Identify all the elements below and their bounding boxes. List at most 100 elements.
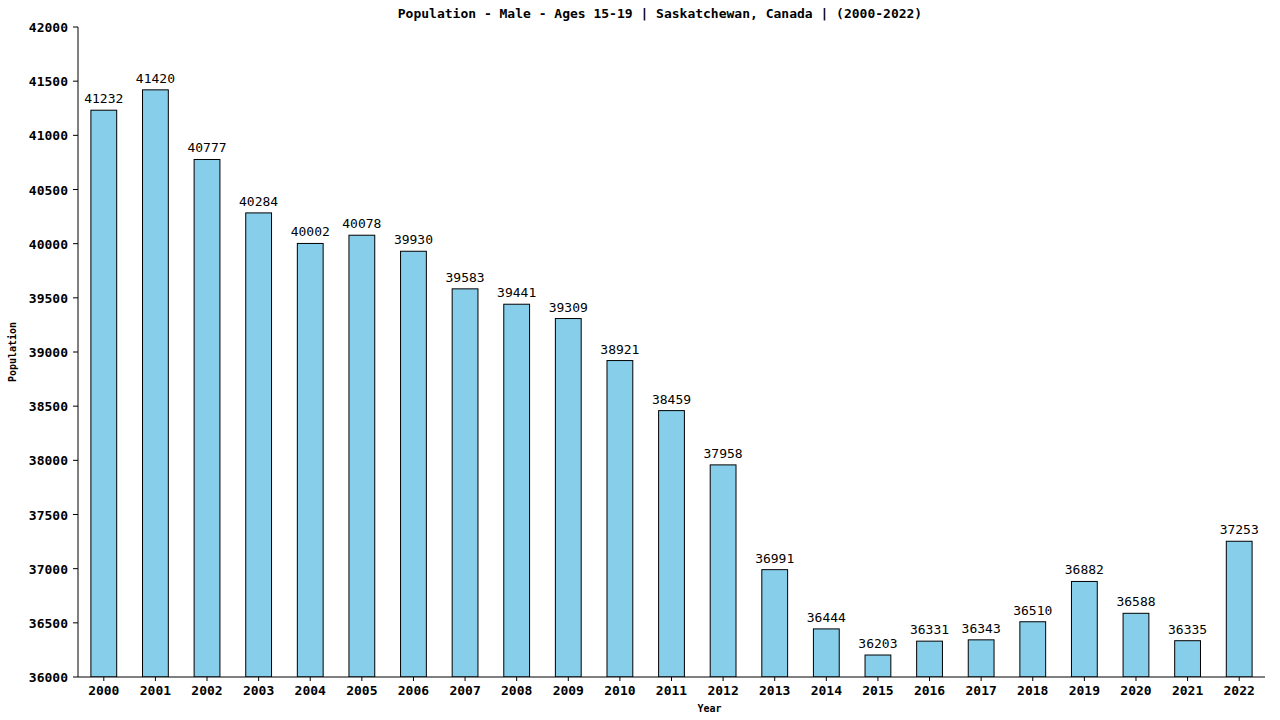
data-label: 41420 [136, 71, 175, 86]
x-tick-label: 2022 [1224, 683, 1255, 698]
x-tick-label: 2017 [965, 683, 996, 698]
x-tick [310, 677, 311, 681]
x-tick [258, 677, 259, 681]
bar [607, 361, 633, 677]
x-tick [1135, 677, 1136, 681]
data-label: 39309 [549, 300, 588, 315]
x-tick [1032, 677, 1033, 681]
x-tick [1187, 677, 1188, 681]
bar [246, 213, 272, 677]
x-tick-label: 2021 [1172, 683, 1203, 698]
y-tick-label: 36500 [29, 616, 68, 631]
x-tick [671, 677, 672, 681]
y-tick-label: 39000 [29, 345, 68, 360]
y-tick-label: 41500 [29, 74, 68, 89]
data-label: 36203 [858, 636, 897, 651]
x-tick-label: 2002 [191, 683, 222, 698]
data-label: 37958 [704, 446, 743, 461]
bar [917, 641, 943, 677]
data-label: 38921 [600, 342, 639, 357]
bar [1123, 613, 1149, 677]
data-label: 40777 [187, 140, 226, 155]
bar [1226, 541, 1252, 677]
bar [91, 110, 117, 677]
x-tick-label: 2020 [1120, 683, 1151, 698]
bar [1020, 622, 1046, 677]
x-tick-label: 2001 [140, 683, 171, 698]
x-tick-label: 2008 [501, 683, 532, 698]
data-labels: 41232 41420 40777 40284 40002 40078 39930 39583… [84, 71, 1259, 651]
bar [813, 629, 839, 677]
data-label: 38459 [652, 392, 691, 407]
y-tick [73, 514, 78, 515]
x-tick-label: 2007 [449, 683, 480, 698]
x-tick [774, 677, 775, 681]
y-tick [73, 622, 78, 623]
y-tick-label: 39500 [29, 291, 68, 306]
x-tick [155, 677, 156, 681]
x-tick-label: 2004 [295, 683, 326, 698]
x-tick [1239, 677, 1240, 681]
x-tick-label: 2014 [811, 683, 842, 698]
y-tick [73, 352, 78, 353]
bars [91, 90, 1252, 677]
y-tick [73, 81, 78, 82]
data-label: 36335 [1168, 622, 1207, 637]
data-label: 36444 [807, 610, 846, 625]
x-tick [826, 677, 827, 681]
y-tick [73, 27, 78, 28]
data-label: 39930 [394, 232, 433, 247]
x-tick-label: 2003 [243, 683, 274, 698]
x-tick [619, 677, 620, 681]
x-tick-label: 2016 [914, 683, 945, 698]
data-label: 36343 [962, 621, 1001, 636]
title: Population - Male - Ages 15-19 | Saskatc… [398, 6, 922, 21]
y-tick-label: 41000 [29, 128, 68, 143]
data-label: 36331 [910, 622, 949, 637]
x-tick [207, 677, 208, 681]
y-tick [73, 135, 78, 136]
data-label: 36882 [1065, 562, 1104, 577]
data-label: 40078 [342, 216, 381, 231]
bar [504, 304, 530, 677]
x-tick [1084, 677, 1085, 681]
data-label: 40002 [291, 224, 330, 239]
x-tick-label: 2006 [398, 683, 429, 698]
data-label: 39583 [445, 270, 484, 285]
y-axis-title: Population [7, 322, 18, 382]
y-tick-label: 36000 [29, 670, 68, 685]
x-tick [103, 677, 104, 681]
bar [968, 640, 994, 677]
x-tick-label: 2009 [553, 683, 584, 698]
data-label: 40284 [239, 194, 278, 209]
x-tick-label: 2011 [656, 683, 687, 698]
bar [762, 570, 788, 677]
y-tick-label: 37500 [29, 508, 68, 523]
y-tick-label: 38500 [29, 399, 68, 414]
y-tick-label: 38000 [29, 453, 68, 468]
x-tick-label: 2018 [1017, 683, 1048, 698]
y-tick [73, 406, 78, 407]
x-tick-label: 2015 [862, 683, 893, 698]
data-label: 37253 [1220, 522, 1259, 537]
bar [555, 319, 581, 677]
y-tick [73, 460, 78, 461]
bar [1175, 641, 1201, 677]
x-tick [413, 677, 414, 681]
y-tick-label: 42000 [29, 20, 68, 35]
x-tick-label: 2000 [88, 683, 119, 698]
x-tick [516, 677, 517, 681]
y-tick-label: 40000 [29, 237, 68, 252]
y-tick [73, 568, 78, 569]
chart: Population - Male - Ages 15-19 | Saskatc… [0, 0, 1280, 720]
y-tick [73, 677, 78, 678]
bar [143, 90, 169, 677]
y-tick [73, 243, 78, 244]
data-label: 41232 [84, 91, 123, 106]
bar [349, 235, 375, 677]
data-label: 39441 [497, 285, 536, 300]
data-label: 36588 [1116, 594, 1155, 609]
x-tick [981, 677, 982, 681]
bar [865, 655, 891, 677]
x-tick-label: 2012 [707, 683, 738, 698]
